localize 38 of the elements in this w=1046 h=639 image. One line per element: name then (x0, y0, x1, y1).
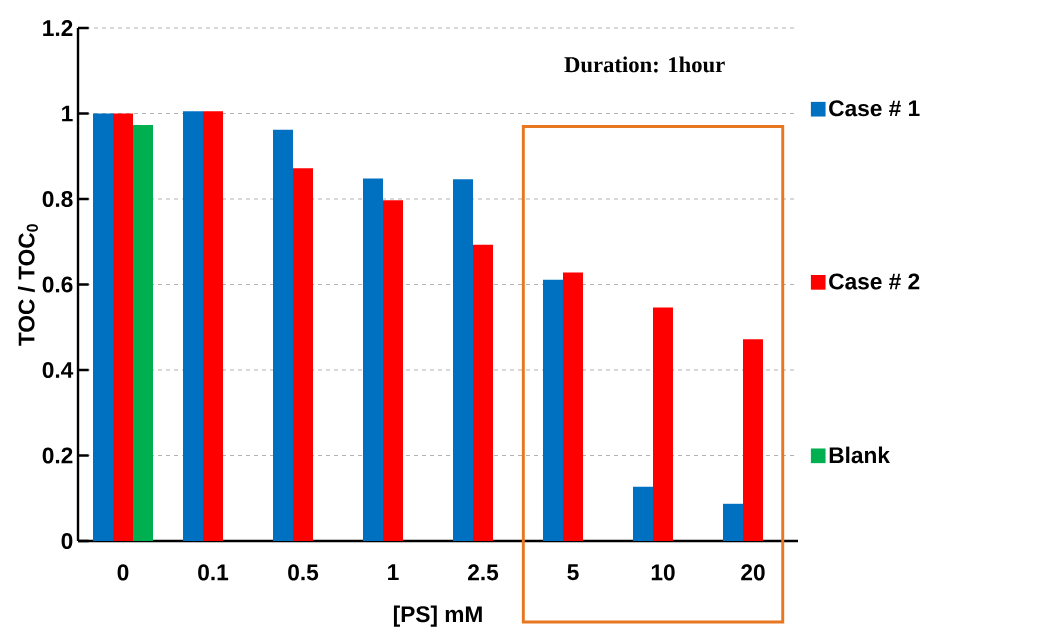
bar (473, 244, 493, 541)
bar (273, 129, 294, 541)
x-axis-title: [PS] mM (393, 605, 482, 627)
x-tick-label: 0.1 (198, 564, 229, 581)
y-tick-label: 1.2 (43, 20, 73, 36)
y-tick-label: 1 (62, 105, 73, 122)
bar (453, 179, 473, 541)
x-tick-label: 5 (567, 564, 579, 581)
bar (93, 113, 114, 541)
x-tick-label: 2.5 (468, 564, 499, 581)
annotation: Duration: 1hour (564, 56, 725, 73)
y-tick-label: 0.6 (42, 276, 73, 293)
y-tick-label: 0.4 (42, 361, 74, 379)
x-tick-label: 1 (388, 564, 399, 580)
bar (563, 272, 583, 541)
bar (113, 113, 134, 541)
x-tick-label: 0.5 (288, 564, 319, 581)
bar (652, 307, 673, 541)
y-tick-label: 0 (61, 532, 73, 550)
legend-label: Blank (829, 446, 890, 464)
bar (203, 111, 224, 541)
bar (543, 279, 563, 541)
bar (133, 125, 154, 541)
bar (742, 339, 763, 541)
y-tick-label: 0.8 (42, 190, 73, 208)
y-axis-title: TOC / TOC$_{0}$ (17, 224, 38, 346)
x-tick-label: 20 (741, 564, 765, 581)
bar (383, 200, 403, 541)
y-tick-label: 0.2 (42, 447, 73, 464)
x-tick-label: 10 (651, 564, 675, 581)
legend-label: Case # 1 (829, 100, 920, 117)
bar (632, 486, 653, 541)
legend-label: Case # 2 (829, 273, 920, 290)
x-tick-label: 0 (117, 564, 129, 581)
bar (722, 503, 743, 541)
bar (293, 168, 313, 541)
bar (363, 178, 383, 541)
bar (183, 111, 204, 541)
